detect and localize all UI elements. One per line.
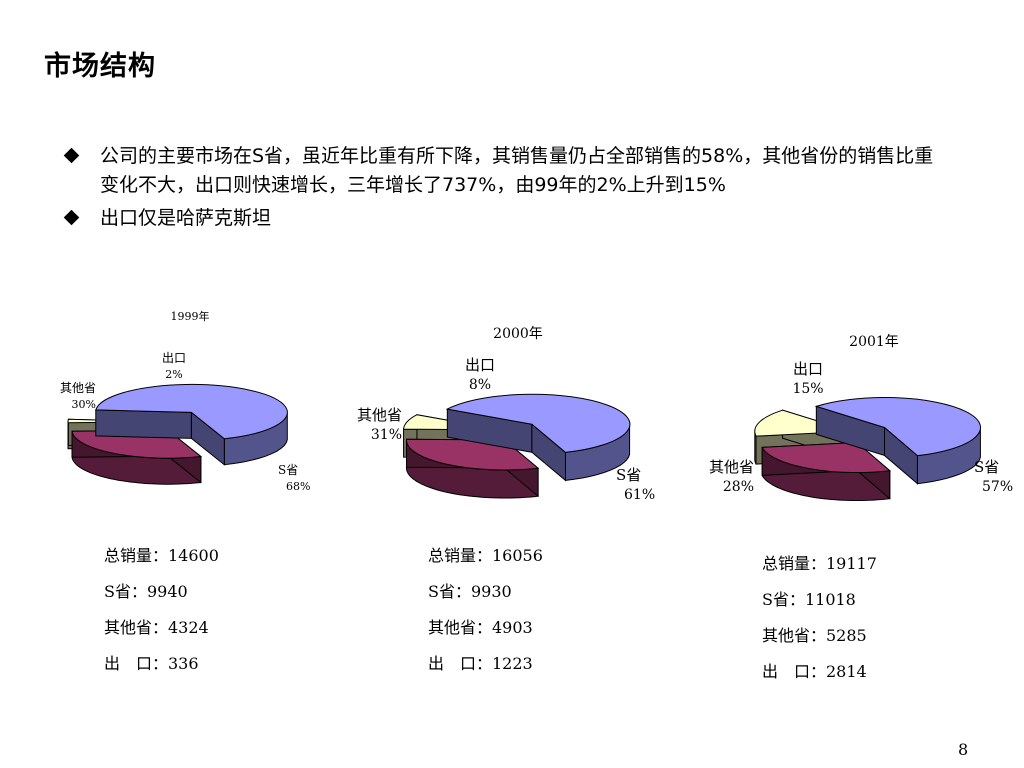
chart-title: 1999年 [171, 309, 210, 323]
slice-percent-export: 15% [792, 381, 823, 397]
bullet-list: 公司的主要市场在S省，虽近年比重有所下降，其销售量仍占全部销售的58%，其他省份… [62, 142, 942, 233]
slice-label-export: 出口 [465, 356, 495, 374]
pie-chart-1: 2000年 S省 61% 其他省 31% 出口 8% [357, 326, 655, 503]
stat-export: 出 口：1223 [428, 654, 533, 673]
slice-label-s-province: S省 [974, 458, 999, 476]
stat-s-province: S省：11018 [762, 590, 856, 609]
page-title: 市场结构 [44, 51, 156, 82]
pie-chart-0: 1999年 S省 68% 其他省 30% 出口 2% [60, 309, 310, 493]
chart-title: 2001年 [849, 334, 899, 350]
slice-percent-other-provinces: 31% [371, 427, 402, 443]
chart-title: 2000年 [493, 326, 543, 342]
slice-percent-other-provinces: 28% [723, 479, 754, 495]
stat-other-provinces: 其他省：4903 [428, 618, 533, 637]
stats-2000: 总销量：16056 S省：9930 其他省：4903 出 口：1223 [428, 538, 543, 682]
stat-total: 总销量：14600 [104, 546, 219, 565]
slice-percent-s-province: 68% [286, 480, 310, 493]
stat-total: 总销量：16056 [428, 546, 543, 565]
slice-label-other-provinces: 其他省 [709, 458, 754, 476]
stat-export: 出 口：336 [104, 654, 199, 673]
stat-export: 出 口：2814 [762, 662, 867, 681]
stat-other-provinces: 其他省：4324 [104, 618, 209, 637]
pie-chart-2: 2001年 S省 57% 其他省 28% 出口 15% [709, 334, 1013, 501]
stat-other-provinces: 其他省：5285 [762, 626, 867, 645]
slice-label-export: 出口 [793, 360, 823, 378]
slice-label-s-province: S省 [616, 466, 641, 484]
bullet-item-2: 出口仅是哈萨克斯坦 [62, 204, 942, 233]
pie-slice-other-provinces [406, 438, 540, 499]
stats-2001: 总销量：19117 S省：11018 其他省：5285 出 口：2814 [762, 546, 877, 690]
stat-s-province: S省：9930 [428, 582, 512, 601]
stats-1999: 总销量：14600 S省：9940 其他省：4324 出 口：336 [104, 538, 219, 682]
pie-slice-s-province [814, 396, 981, 485]
slice-percent-s-province: 61% [624, 487, 655, 503]
slice-label-s-province: S省 [278, 463, 298, 477]
slice-label-export: 出口 [162, 351, 186, 365]
slice-percent-export: 8% [469, 377, 491, 393]
stat-s-province: S省：9940 [104, 582, 188, 601]
bullet-text-1: 公司的主要市场在S省，虽近年比重有所下降，其销售量仍占全部销售的58%，其他省份… [100, 145, 934, 196]
pie-slice-other-provinces [761, 441, 892, 501]
slice-percent-s-province: 57% [982, 479, 1013, 495]
bullet-text-2: 出口仅是哈萨克斯坦 [100, 207, 272, 229]
slice-label-other-provinces: 其他省 [357, 406, 402, 424]
pie-slice-s-province [95, 383, 288, 466]
stat-total: 总销量：19117 [762, 554, 877, 573]
page-number: 8 [958, 740, 969, 759]
pie-slice-s-province [445, 393, 631, 482]
slice-percent-other-provinces: 30% [72, 398, 96, 411]
slice-label-other-provinces: 其他省 [60, 381, 96, 395]
slice-percent-export: 2% [165, 368, 182, 381]
bullet-item-1: 公司的主要市场在S省，虽近年比重有所下降，其销售量仍占全部销售的58%，其他省份… [62, 142, 942, 200]
